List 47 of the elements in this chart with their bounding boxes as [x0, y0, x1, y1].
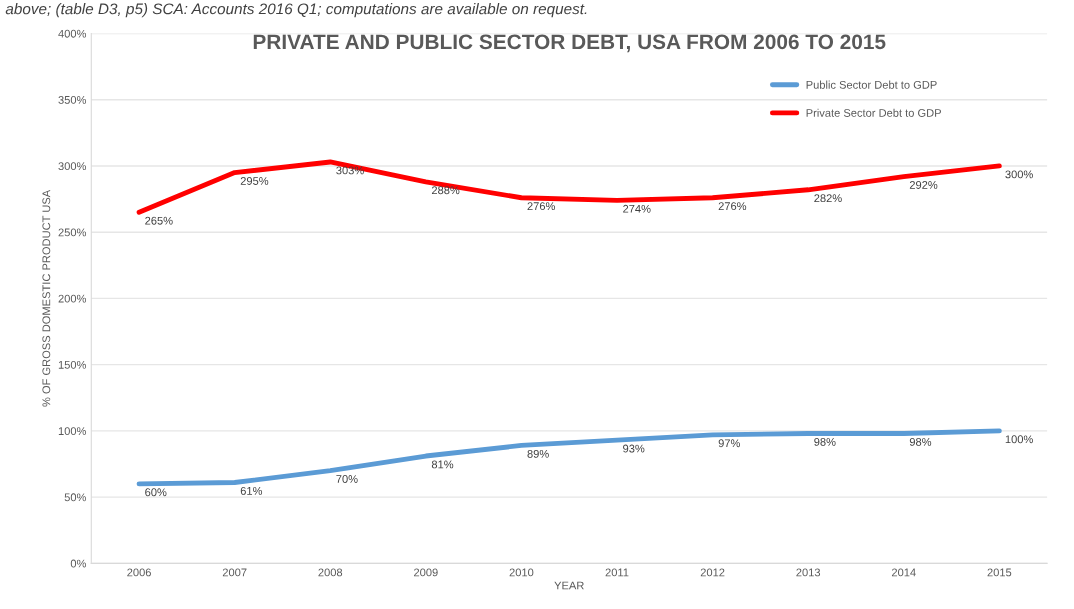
data-label: 303%	[336, 166, 364, 175]
y-tick-label: 300%	[58, 162, 87, 171]
data-label: 276%	[718, 202, 747, 211]
y-tick-label: 350%	[58, 95, 87, 104]
y-tick-label: 200%	[58, 294, 87, 303]
y-tick-label: 400%	[58, 29, 87, 38]
data-label: 98%	[814, 437, 836, 446]
x-tick-label: 2008	[318, 568, 343, 577]
data-label: 300%	[1005, 170, 1033, 179]
y-tick-label: 150%	[58, 360, 87, 369]
x-axis-title: YEAR	[554, 581, 584, 590]
data-label: 288%	[431, 186, 460, 195]
data-label: 295%	[240, 177, 269, 185]
data-label: 265%	[145, 216, 173, 225]
legend-label: Public Sector Debt to GDP	[806, 80, 937, 89]
data-label: 274%	[623, 204, 651, 213]
x-tick-label: 2015	[987, 568, 1012, 577]
line-series	[136, 159, 1002, 215]
x-tick-label: 2009	[414, 568, 438, 577]
y-tick-label: 0%	[70, 559, 87, 568]
x-tick-label: 2013	[796, 568, 821, 577]
data-label: 89%	[527, 449, 549, 458]
line-series	[136, 428, 1002, 487]
data-label: 97%	[718, 439, 740, 448]
data-label: 276%	[527, 202, 556, 211]
text: above; (table D3, p5) SCA: Accounts 2016 Q1; computations are available on request.	[5, 3, 587, 18]
x-tick-label: 2012	[700, 568, 725, 577]
x-tick-label: 2014	[891, 568, 916, 577]
legend-label: Private Sector Debt to GDP	[806, 108, 941, 117]
x-tick-label: 2007	[222, 568, 247, 577]
y-tick-label: 250%	[58, 228, 87, 237]
data-label: 98%	[909, 437, 932, 446]
data-label: 292%	[909, 181, 938, 189]
x-tick-label: 2010	[509, 568, 534, 577]
x-tick-label: 2006	[127, 568, 151, 577]
chart-title: PRIVATE AND PUBLIC SECTOR DEBT, USA FROM 2006 TO 2015	[253, 34, 886, 53]
data-label: 70%	[336, 475, 358, 483]
y-tick-label: 100%	[58, 427, 87, 435]
y-tick-label: 50%	[64, 493, 87, 502]
data-label: 61%	[240, 486, 263, 495]
x-tick-label: 2011	[605, 568, 629, 577]
data-label: 100%	[1005, 435, 1033, 444]
data-label: 93%	[623, 444, 645, 453]
data-label: 60%	[145, 488, 167, 497]
data-label: 282%	[814, 194, 842, 203]
data-label: 81%	[431, 460, 454, 469]
y-axis-title: % OF GROSS DOMESTIC PRODUCT USA	[42, 189, 51, 407]
